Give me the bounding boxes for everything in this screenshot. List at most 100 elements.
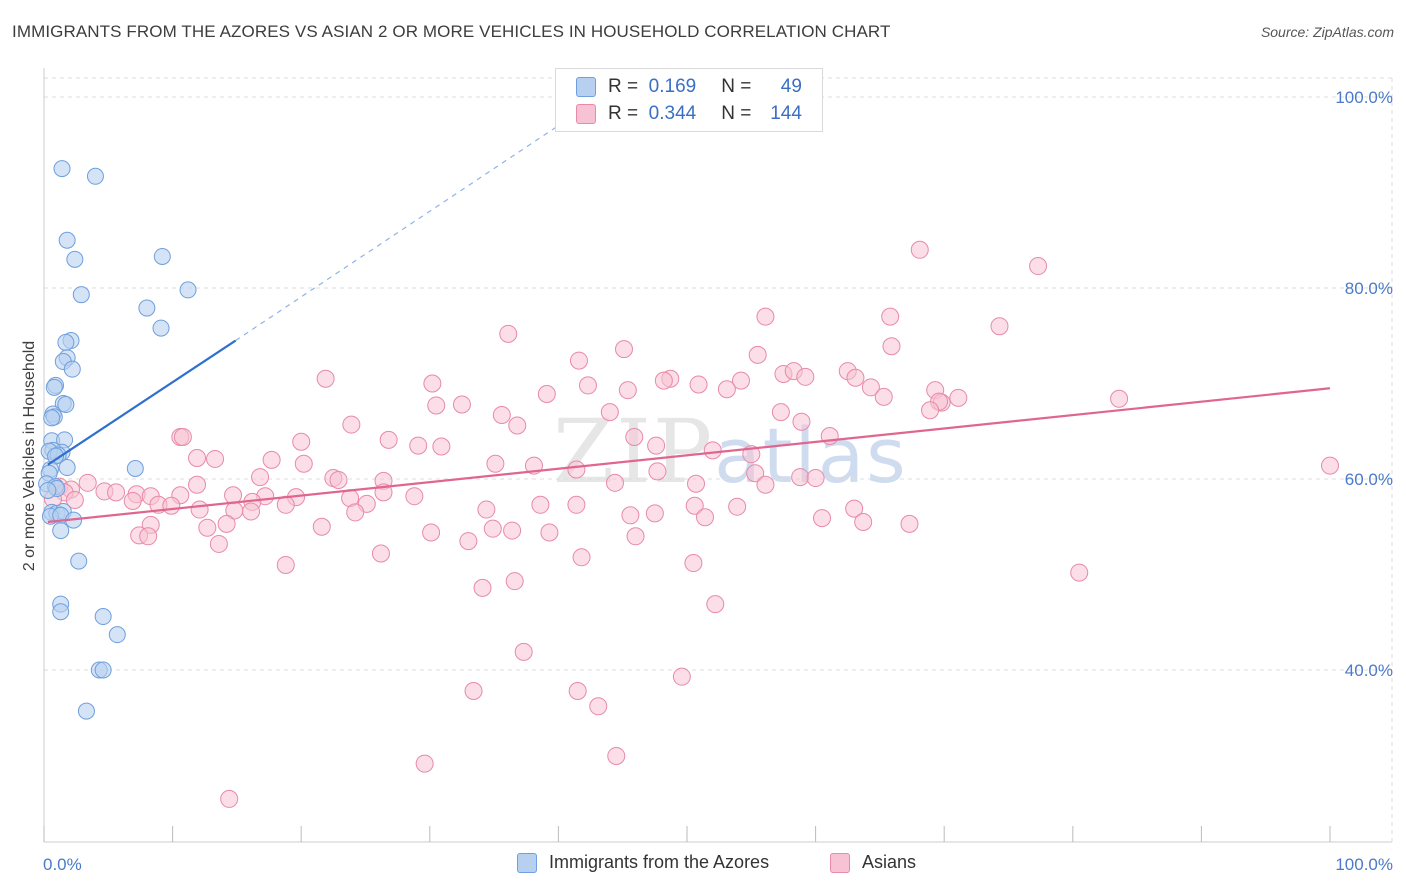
azores-point: [57, 396, 75, 414]
asians-point: [209, 534, 228, 553]
asians-point: [379, 430, 398, 449]
asians-point: [578, 376, 597, 395]
asians-point: [756, 307, 775, 326]
asians-point: [242, 502, 261, 521]
azores-point: [138, 299, 156, 317]
asians-point: [791, 468, 810, 487]
asians-point: [423, 374, 442, 393]
asians-point: [312, 517, 331, 536]
x-tick-label: 0.0%: [43, 855, 82, 874]
azores-point: [77, 702, 95, 720]
asians-point: [589, 697, 608, 716]
gridlines: [44, 77, 1393, 842]
asians-point: [567, 460, 586, 479]
azores-point: [58, 459, 76, 477]
legend-r-value: 0.344: [648, 103, 697, 124]
asians-point: [459, 532, 478, 551]
azores-point: [179, 281, 197, 299]
asians-point: [540, 523, 559, 542]
azores-point: [70, 552, 88, 570]
asians-point: [464, 682, 483, 701]
legend-item-asians[interactable]: Asians: [830, 852, 916, 873]
legend-row-asians: R = 0.344 N = 144: [576, 101, 802, 127]
azores-point: [58, 231, 76, 249]
asians-point: [473, 578, 492, 597]
watermark-zip: ZIP: [553, 400, 715, 503]
asians-point: [568, 682, 587, 701]
azores-point: [153, 247, 171, 265]
y-tick-label: 80.0%: [1345, 279, 1393, 298]
asians-point: [746, 464, 765, 483]
asians-point: [813, 509, 832, 528]
azores-point: [152, 319, 170, 337]
asians-point: [796, 367, 815, 386]
asians-point: [294, 454, 313, 473]
legend-item-azores[interactable]: Immigrants from the Azores: [517, 852, 769, 873]
asians-point: [687, 474, 706, 493]
asians-point: [910, 240, 929, 259]
asians-point: [514, 642, 533, 661]
asians-point: [1321, 456, 1339, 475]
asians-point: [990, 317, 1009, 336]
azores-point: [72, 286, 90, 304]
asians-point: [531, 495, 550, 514]
azores-point: [126, 459, 144, 477]
asians-point: [503, 521, 522, 540]
asians-point: [647, 436, 666, 455]
asians-point: [422, 523, 441, 542]
asians-point: [162, 496, 181, 515]
asians-point: [881, 307, 900, 326]
asians-point: [188, 475, 207, 494]
asians-point: [654, 371, 673, 390]
asians-point: [329, 470, 348, 489]
asians-point: [625, 427, 644, 446]
y-tick-label: 100.0%: [1335, 88, 1393, 107]
asians-point: [492, 406, 511, 425]
asians-point: [732, 371, 751, 390]
asians-points: [44, 240, 1339, 808]
x-tick-label: 100.0%: [1335, 855, 1393, 874]
asians-point: [845, 499, 864, 518]
legend-n-label: N =: [721, 76, 752, 97]
asians-point: [949, 388, 968, 407]
azores-swatch: [517, 852, 537, 873]
tick-labels: 100.0% 80.0% 60.0% 40.0% 0.0% 100.0%: [43, 88, 1393, 874]
asians-point: [717, 380, 736, 399]
asians-point: [452, 395, 471, 414]
asians-point: [756, 475, 775, 494]
azores-point: [63, 360, 81, 378]
asians-point: [806, 469, 825, 488]
asians-point: [198, 518, 217, 537]
asians-point: [792, 412, 811, 431]
asians-point: [477, 500, 496, 519]
asians-point: [508, 416, 527, 435]
azores-point: [52, 603, 70, 621]
asians-point: [706, 595, 725, 614]
correlation-legend: R = 0.169 N = 49 R = 0.344 N = 144: [555, 68, 823, 132]
asians-point: [567, 495, 586, 514]
asians-point: [621, 506, 640, 525]
asians-point: [220, 789, 239, 808]
asians-point: [499, 324, 518, 343]
asians-point: [846, 368, 865, 387]
asians-point: [107, 483, 126, 502]
legend-n-value: 49: [780, 76, 802, 97]
asians-point: [123, 491, 142, 510]
asians-point: [861, 378, 880, 397]
chart-title: IMMIGRANTS FROM THE AZORES VS ASIAN 2 OR…: [12, 22, 891, 41]
asians-point: [276, 555, 295, 574]
asians-point: [921, 401, 940, 420]
asians-swatch: [830, 852, 850, 873]
legend-n-label: N =: [721, 103, 752, 124]
asians-point: [854, 512, 873, 531]
asians-point: [188, 448, 207, 467]
asians-point: [572, 548, 591, 567]
asians-point: [78, 473, 97, 492]
asians-point: [672, 667, 691, 686]
asians-point: [728, 497, 747, 516]
y-tick-label: 40.0%: [1345, 661, 1393, 680]
asians-point: [600, 403, 619, 422]
asians-point: [882, 337, 901, 356]
azores-point: [52, 522, 70, 540]
asians-point: [262, 450, 281, 469]
